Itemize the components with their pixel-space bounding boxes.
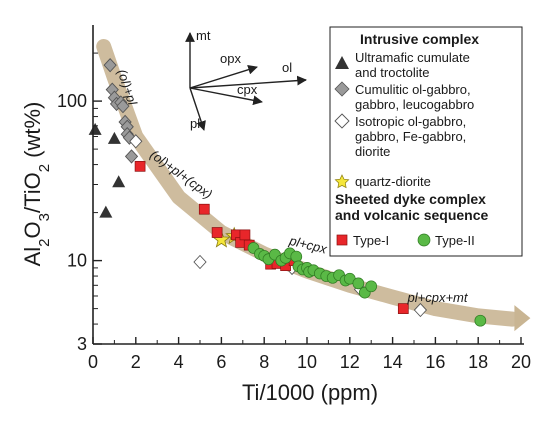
y-tick-label: 10 bbox=[67, 251, 87, 271]
legend-item-type2: Type-II bbox=[417, 233, 475, 248]
legend-box bbox=[329, 26, 523, 257]
pl-vector bbox=[189, 87, 206, 131]
x-tick-label: 14 bbox=[383, 352, 403, 372]
legend-label-line: Ultramafic cumulate bbox=[355, 50, 470, 65]
type2-point bbox=[290, 250, 303, 263]
legend-diamond-marker bbox=[334, 113, 350, 129]
ol-vector bbox=[189, 75, 307, 89]
x-tick-label: 16 bbox=[425, 352, 445, 372]
type2-point bbox=[365, 280, 378, 293]
ol-vector-label: ol bbox=[282, 60, 292, 75]
legend-label-line: quartz-diorite bbox=[355, 174, 431, 189]
legend-item-quartz-diorite: quartz-diorite bbox=[334, 174, 431, 189]
type2-point bbox=[352, 277, 365, 290]
legend-label-line: Type-I bbox=[353, 233, 389, 248]
type1-point bbox=[211, 227, 223, 238]
legend-circle-marker bbox=[417, 233, 431, 247]
x-tick-label: 20 bbox=[511, 352, 531, 372]
legend-label-line: gabbro, leucogabbro bbox=[355, 97, 474, 112]
legend-label-line: Isotropic ol-gabbro, bbox=[355, 114, 466, 129]
trend-arrowhead bbox=[514, 305, 531, 332]
legend-label-line: Type-II bbox=[435, 233, 475, 248]
legend-item-type1: Type-I bbox=[336, 233, 389, 248]
legend-triangle-marker bbox=[335, 56, 349, 69]
legend-item-ultramafic: Ultramafic cumulate and troctolite bbox=[335, 50, 470, 80]
cpx-vector-label: cpx bbox=[237, 82, 258, 97]
cpx-vector bbox=[189, 87, 263, 106]
cumulitic-point bbox=[116, 98, 130, 114]
pl-vector-label: pl bbox=[190, 116, 200, 131]
legend-label-line: gabbro, Fe-gabbro, bbox=[355, 129, 466, 144]
legend-item-isotropic: Isotropic ol-gabbro, gabbro, Fe-gabbro, … bbox=[334, 113, 466, 159]
opx-vector-label: opx bbox=[220, 51, 241, 66]
x-tick-label: 4 bbox=[174, 352, 184, 372]
legend: Intrusive complex Ultramafic cumulate an… bbox=[329, 26, 523, 257]
x-tick-label: 18 bbox=[468, 352, 488, 372]
x-tick-label: 8 bbox=[259, 352, 269, 372]
x-axis-title: Ti/1000 (ppm) bbox=[242, 380, 378, 405]
type1-point bbox=[239, 229, 251, 241]
legend-group2-title: Sheeted dyke complex bbox=[335, 191, 486, 207]
x-tick-label: 0 bbox=[88, 352, 98, 372]
ultramafic-point bbox=[107, 131, 121, 144]
legend-square-marker bbox=[336, 234, 348, 246]
legend-item-cumulitic: Cumulitic ol-gabbro, gabbro, leucogabbro bbox=[334, 81, 474, 112]
isotropic-point bbox=[193, 254, 207, 270]
isotropic-point bbox=[413, 302, 428, 318]
type1-point bbox=[134, 160, 146, 172]
mineral-vector-diagram: mt opx ol cpx pl bbox=[185, 28, 307, 131]
x-tick-label: 12 bbox=[340, 352, 360, 372]
cumulitic-point bbox=[124, 149, 139, 164]
x-tick-label: 6 bbox=[216, 352, 226, 372]
legend-diamond-marker bbox=[334, 81, 350, 97]
legend-label-line: diorite bbox=[355, 144, 390, 159]
y-axis-title: Al2O3/TiO2 (wt%) bbox=[20, 102, 53, 267]
legend-group2-title: and volcanic sequence bbox=[335, 207, 488, 223]
ultramafic-point bbox=[112, 175, 126, 188]
ultramafic-point bbox=[88, 122, 102, 135]
cumulitic-point bbox=[122, 130, 136, 145]
trend-annotation-label: pl+cpx+mt bbox=[407, 290, 469, 305]
ultramafic-point bbox=[99, 205, 113, 218]
legend-label-line: and troctolite bbox=[355, 65, 429, 80]
type2-point bbox=[474, 314, 487, 327]
y-tick-label: 3 bbox=[77, 334, 87, 354]
axis-ticks-layer: 0 2 4 6 8 10 12 14 16 18 20 3 10 100 bbox=[57, 52, 531, 372]
legend-label-line: Cumulitic ol-gabbro, bbox=[355, 82, 471, 97]
x-tick-label: 2 bbox=[131, 352, 141, 372]
y-tick-label: 100 bbox=[57, 91, 87, 111]
cumulitic-point bbox=[103, 58, 117, 73]
type1-point bbox=[397, 303, 409, 314]
legend-group1-title: Intrusive complex bbox=[360, 31, 479, 47]
mt-vector-label: mt bbox=[196, 28, 211, 43]
isotropic-point bbox=[129, 134, 143, 149]
legend-star-marker bbox=[334, 174, 350, 189]
type1-point bbox=[198, 203, 210, 215]
opx-vector bbox=[189, 64, 258, 89]
data-points-layer bbox=[88, 58, 487, 327]
x-tick-label: 10 bbox=[297, 352, 317, 372]
